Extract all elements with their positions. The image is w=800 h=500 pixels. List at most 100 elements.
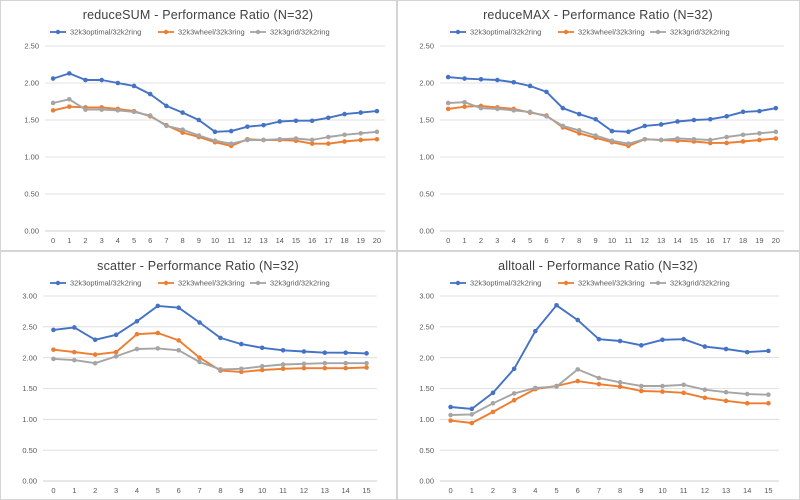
x-tick-label: 6 — [544, 236, 548, 245]
data-point — [155, 346, 161, 351]
data-point — [609, 138, 615, 144]
x-tick-label: 7 — [561, 236, 565, 245]
data-point — [511, 79, 517, 85]
data-point — [533, 385, 538, 391]
data-point — [280, 347, 286, 353]
x-tick-label: 6 — [177, 486, 181, 495]
legend-label: 32k3wheel/32k3ring — [578, 28, 645, 37]
data-point — [638, 343, 644, 348]
data-point — [675, 136, 680, 141]
data-point — [343, 360, 348, 366]
data-point — [113, 354, 119, 359]
line-chart-alltoall: alltoall - Performance Ratio (N=32) 0.00 0… — [419, 259, 779, 495]
y-tick-label: 1.00 — [24, 153, 39, 162]
x-tick-label: 1 — [462, 236, 466, 245]
x-tick-label: 3 — [495, 236, 499, 245]
data-point — [164, 123, 169, 129]
legend-label: 32k3optimal/32k2ring — [70, 28, 141, 37]
data-point — [301, 365, 307, 371]
data-point — [259, 367, 265, 373]
data-point — [259, 345, 265, 351]
data-point — [511, 397, 517, 403]
data-point — [658, 137, 664, 143]
x-tick-label: 9 — [239, 486, 243, 495]
y-tick-label: 2.50 — [419, 42, 434, 51]
legend-swatch-marker — [163, 29, 169, 35]
data-point — [766, 401, 771, 406]
data-point — [196, 133, 202, 138]
x-tick-label: 4 — [135, 486, 139, 495]
data-point — [596, 375, 602, 381]
data-point — [197, 320, 202, 325]
data-point — [560, 105, 566, 111]
data-point — [660, 383, 665, 389]
x-tick-label: 8 — [218, 486, 222, 495]
data-point — [773, 105, 779, 111]
data-point — [176, 305, 181, 311]
data-point — [744, 401, 750, 406]
data-point — [197, 355, 202, 360]
data-point — [469, 412, 475, 417]
data-point — [617, 384, 623, 389]
data-point — [702, 344, 708, 349]
data-point — [773, 136, 779, 141]
legend-swatch-marker — [563, 29, 569, 35]
data-point — [51, 347, 56, 352]
chart-title: reduceSUM - Performance Ratio (N=32) — [83, 8, 314, 22]
y-tick-label: 0.00 — [419, 227, 434, 236]
data-point — [72, 325, 77, 330]
data-point — [740, 109, 746, 115]
data-point — [675, 119, 680, 124]
y-tick-label: 0.00 — [22, 477, 37, 486]
data-point — [358, 137, 364, 143]
data-point — [309, 137, 315, 143]
legend-swatch-marker — [563, 280, 569, 286]
data-point — [448, 404, 453, 410]
x-tick-label: 3 — [512, 486, 516, 495]
x-tick-label: 9 — [639, 486, 643, 495]
x-tick-label: 11 — [279, 486, 287, 495]
series-line — [53, 332, 367, 373]
x-tick-label: 17 — [722, 236, 730, 245]
data-point — [239, 366, 244, 372]
y-tick-label: 0.50 — [419, 190, 434, 199]
x-tick-label: 0 — [51, 236, 55, 245]
data-point — [147, 91, 153, 97]
data-point — [469, 406, 475, 412]
line-chart-reducesum: reduceSUM - Performance Ratio (N=32) 0.00… — [24, 8, 385, 245]
x-tick-label: 19 — [357, 236, 365, 245]
series-line — [448, 76, 776, 133]
data-point — [495, 77, 500, 83]
data-point — [212, 129, 218, 135]
data-point — [147, 113, 153, 118]
data-point — [72, 349, 77, 355]
data-point — [724, 114, 729, 119]
data-point — [131, 109, 137, 115]
y-tick-label: 2.50 — [22, 322, 37, 331]
data-point — [322, 365, 328, 371]
y-tick-label: 1.50 — [419, 384, 434, 393]
data-point — [642, 136, 648, 142]
data-point — [757, 131, 762, 136]
data-point — [724, 140, 729, 146]
x-tick-label: 8 — [577, 236, 581, 245]
legend-swatch-marker — [55, 29, 61, 35]
y-tick-label: 1.50 — [24, 116, 39, 125]
data-point — [245, 137, 250, 143]
x-tick-label: 10 — [608, 236, 616, 245]
data-point — [593, 116, 598, 122]
data-point — [293, 118, 299, 124]
y-tick-label: 3.00 — [419, 292, 434, 301]
legend-swatch-marker — [55, 280, 61, 286]
data-point — [164, 103, 169, 109]
data-point — [462, 104, 467, 109]
data-point — [66, 71, 72, 76]
data-point — [301, 361, 307, 367]
data-point — [113, 332, 119, 338]
series-line — [450, 380, 769, 424]
data-point — [239, 341, 244, 347]
x-tick-label: 8 — [618, 486, 622, 495]
data-point — [197, 359, 202, 365]
data-point — [544, 89, 549, 95]
